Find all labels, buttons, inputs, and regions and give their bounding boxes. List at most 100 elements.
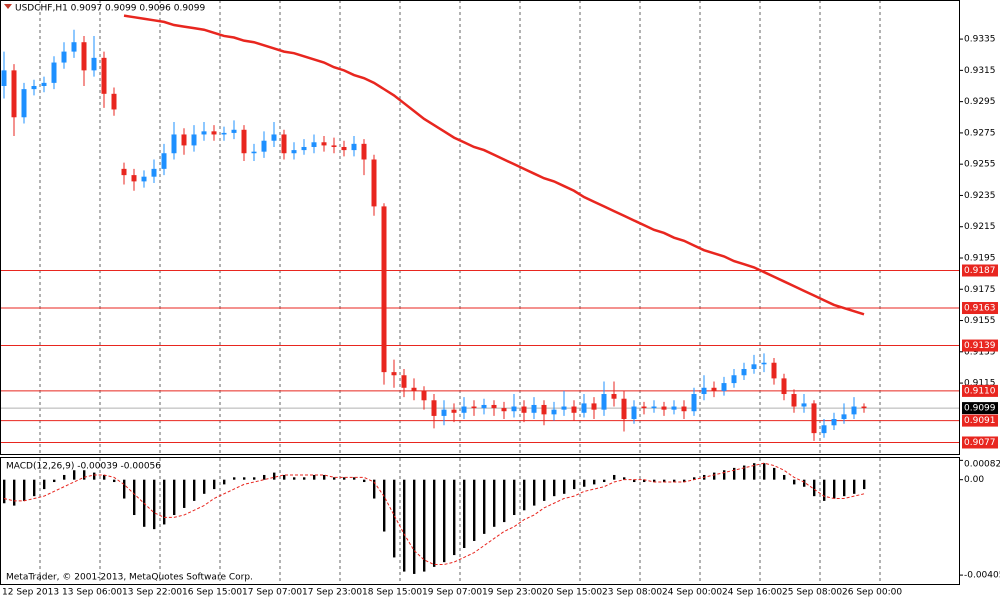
macd-bar [443, 479, 446, 563]
y-tick-label: 0.9275 [964, 128, 996, 138]
candle-body [451, 409, 457, 413]
candle-body [121, 168, 127, 176]
macd-bar [483, 479, 486, 534]
macd-bar [723, 470, 726, 480]
macd-bar [73, 470, 76, 480]
macd-bar [783, 474, 786, 480]
candle-body [731, 375, 737, 384]
macd-bar [273, 472, 276, 480]
macd-bar [283, 474, 286, 480]
macd-bar [413, 479, 416, 574]
x-tick-label: 13 Sep 22:00 [122, 588, 182, 598]
candle-body [1, 70, 7, 86]
candle-body [741, 369, 747, 376]
macd-bar [393, 479, 396, 558]
x-tick-label: 26 Sep 00:00 [842, 588, 902, 598]
macd-bar [93, 472, 96, 480]
macd-bar [563, 479, 566, 494]
macd-bar [813, 479, 816, 497]
macd-bar [613, 474, 616, 480]
candle-body [651, 406, 657, 409]
y-tick-label: 0.9255 [964, 160, 996, 170]
candle-body [301, 146, 307, 151]
candle-body [211, 131, 217, 135]
candle-body [821, 425, 827, 434]
candle-body [501, 408, 507, 412]
level-label-box [962, 436, 998, 449]
y-tick-label: 0.9155 [964, 316, 996, 326]
candle-body [331, 145, 337, 147]
candle-body [551, 409, 557, 415]
level-label-box [962, 339, 998, 352]
level-label: 0.9110 [964, 386, 996, 396]
macd-bar [223, 479, 226, 485]
macd-bar [593, 479, 596, 485]
y-tick-label: 0.9315 [964, 66, 996, 76]
candle-body [141, 176, 147, 182]
candle-body [511, 406, 517, 412]
macd-bar [633, 479, 636, 483]
candle-body [861, 406, 867, 409]
macd-bar [43, 479, 46, 490]
candle-body [171, 134, 177, 154]
macd-bar [573, 479, 576, 490]
candle-body [221, 132, 227, 135]
macd-bar [213, 479, 216, 490]
level-label-box [962, 302, 998, 315]
candle-body [271, 134, 277, 141]
candle-body [461, 406, 467, 413]
macd-bar [433, 479, 436, 567]
candle-body [31, 85, 37, 90]
x-tick-label: 19 Sep 07:00 [422, 588, 482, 598]
macd-bar [83, 470, 86, 480]
macd-bar [543, 479, 546, 501]
data-layer [1, 14, 867, 574]
macd-bar [773, 467, 776, 480]
x-tick-label: 25 Sep 08:00 [782, 588, 842, 598]
macd-bar [113, 479, 116, 483]
candle-body [371, 159, 377, 207]
macd-bar [463, 479, 466, 549]
macd-bar [353, 477, 356, 480]
macd-bar [253, 477, 256, 480]
macd-bar [373, 479, 376, 499]
candle-body [811, 403, 817, 434]
candle-body [671, 406, 677, 410]
macd-bar [583, 479, 586, 487]
macd-bar [293, 477, 296, 480]
macd-title: MACD(12,26,9) -0.00039 -0.00056 [6, 462, 161, 472]
candle-body [51, 62, 57, 83]
candle-body [641, 406, 647, 409]
macd-bar [603, 479, 606, 483]
macd-bar [383, 479, 386, 532]
candle-body [661, 406, 667, 410]
candle-body [361, 143, 367, 160]
macd-bar [843, 479, 846, 497]
candle-body [131, 175, 137, 182]
macd-bar [403, 479, 406, 572]
candle-body [421, 390, 427, 401]
macd-bar [683, 479, 686, 483]
candle-body [571, 406, 577, 413]
level-label: 0.9091 [964, 416, 996, 426]
level-label-box [962, 264, 998, 277]
candle-body [291, 150, 297, 154]
macd-bar [233, 477, 236, 480]
grid-layer [0, 0, 963, 585]
macd-bar [713, 472, 716, 480]
y-tick-label: 0.9335 [964, 35, 996, 45]
candle-body [591, 403, 597, 410]
candle-body [341, 146, 347, 151]
x-tick-label: 18 Sep 15:00 [362, 588, 422, 598]
candle-body [711, 387, 717, 391]
candle-body [81, 42, 87, 71]
x-tick-label: 16 Sep 15:00 [182, 588, 242, 598]
candle-body [781, 378, 787, 395]
y-tick-label: 0.00082 [964, 460, 1000, 470]
candle-body [101, 57, 107, 94]
macd-bar [643, 479, 646, 483]
y-tick-label: -0.00405 [964, 571, 1000, 581]
macd-bar [193, 479, 196, 501]
macd-bar [333, 477, 336, 480]
x-tick-label: 12 Sep 2013 [2, 588, 59, 598]
